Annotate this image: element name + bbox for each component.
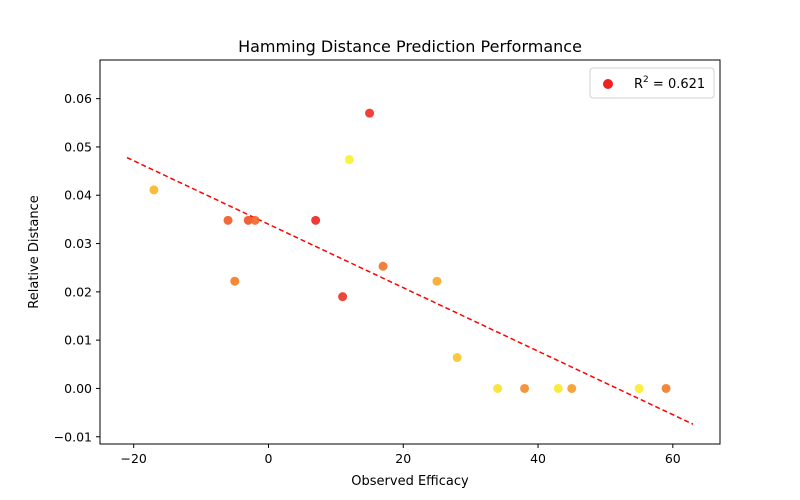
x-tick-label: 60 <box>665 451 681 466</box>
axes-frame <box>99 59 721 445</box>
scatter-point <box>378 261 388 271</box>
x-axis-label: Observed Efficacy <box>351 474 469 489</box>
legend-label-suffix: = 0.621 <box>649 77 705 92</box>
y-tick-label: −0.01 <box>54 429 92 444</box>
y-tick-label: 0.03 <box>64 236 92 251</box>
legend-label-superscript: 2 <box>643 75 649 85</box>
legend-label: R2 = 0.621 <box>634 75 705 92</box>
x-axis: −20 0 20 40 60 <box>121 444 681 466</box>
scatter-point <box>493 383 503 393</box>
legend: R2 = 0.621 <box>589 67 715 99</box>
scatter-point <box>634 383 644 393</box>
scatter-point <box>250 215 260 225</box>
chart-title: Hamming Distance Prediction Performance <box>238 37 582 56</box>
y-tick-label: 0.06 <box>64 91 92 106</box>
scatter-point <box>452 353 462 363</box>
y-axis-label: Relative Distance <box>27 195 42 308</box>
x-tick-label: 0 <box>265 451 273 466</box>
scatter-point <box>661 383 671 393</box>
scatter-point <box>149 185 159 195</box>
scatter-point <box>344 155 354 165</box>
scatter-point <box>365 108 375 118</box>
scatter-point <box>230 276 240 286</box>
scatter-point <box>553 383 563 393</box>
legend-box <box>589 67 715 99</box>
x-tick-label: 20 <box>395 451 411 466</box>
x-tick-label: 40 <box>530 451 546 466</box>
plot-area <box>126 108 694 425</box>
y-axis: −0.01 0.00 0.01 0.02 0.03 0.04 0.05 0.06 <box>54 91 100 444</box>
y-tick-label: 0.05 <box>64 139 92 154</box>
y-tick-label: 0.00 <box>64 381 92 396</box>
y-tick-label: 0.01 <box>64 333 92 348</box>
legend-label-prefix: R <box>634 77 643 92</box>
y-tick-label: 0.04 <box>64 188 92 203</box>
scatter-point <box>432 276 442 286</box>
scatter-point <box>223 215 233 225</box>
scatter-point <box>338 292 348 302</box>
scatter-point <box>567 383 577 393</box>
scatter-point <box>311 215 321 225</box>
trend-line <box>126 156 694 425</box>
scatter-point <box>520 383 530 393</box>
scatter-point <box>243 215 253 225</box>
legend-marker <box>603 79 613 89</box>
x-tick-label: −20 <box>121 451 147 466</box>
y-tick-label: 0.02 <box>64 284 92 299</box>
